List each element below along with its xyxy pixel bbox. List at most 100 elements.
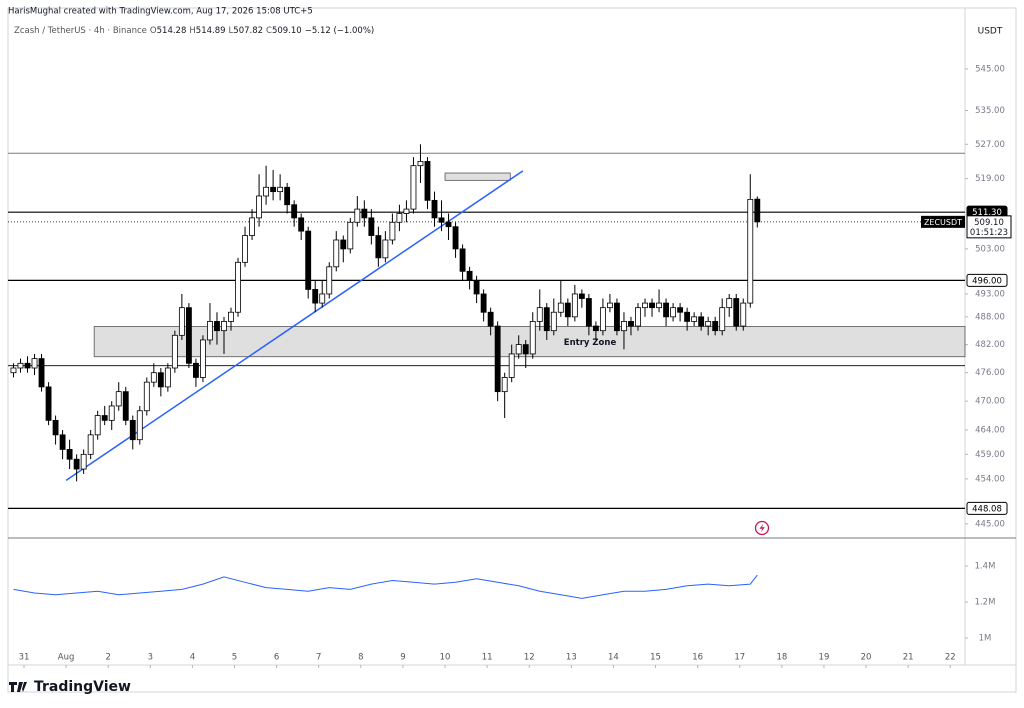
symbol-badge: [921, 215, 965, 228]
x-tick-label: 8: [358, 653, 363, 663]
last-price-badge: [966, 215, 1012, 239]
volume-tick-label: 1.2M: [975, 598, 996, 608]
x-tick-label: 20: [861, 653, 872, 663]
candle-body: [136, 410, 143, 441]
candle-body: [677, 307, 684, 313]
brand: TradingView: [9, 679, 131, 695]
candle-body: [712, 321, 719, 332]
level-badge: [966, 273, 1008, 287]
candle-body: [564, 302, 571, 318]
x-tick-label: 22: [945, 653, 956, 663]
y-tick-label: 454.00: [975, 474, 1005, 484]
x-tick-label: 10: [440, 653, 451, 663]
candle-body: [101, 415, 108, 421]
legend: Zcash / TetherUS · 4h · Binance O514.28 H5…: [14, 26, 374, 36]
candle-body: [214, 321, 220, 332]
frame: [7, 7, 1017, 693]
x-tick-label: 18: [776, 653, 787, 663]
x-tick-label: 12: [524, 653, 535, 663]
level-badge-label: 496.00: [972, 276, 1002, 286]
candle-body: [663, 302, 669, 318]
y-tick-label: 470.00: [975, 397, 1005, 407]
x-tick-label: 5: [232, 653, 237, 663]
candle-body: [24, 362, 31, 369]
legend-key: O: [150, 26, 157, 36]
candle-body: [719, 307, 726, 332]
candle-body: [319, 293, 326, 304]
candle-body: [164, 367, 171, 388]
candle-body: [424, 160, 431, 201]
zone: [93, 326, 966, 358]
candle-body: [150, 372, 157, 383]
y-tick-label: 445.00: [975, 519, 1005, 529]
candle-body: [200, 339, 206, 378]
legend-change: −5.12 (−1.00%): [305, 26, 375, 36]
candle-body: [340, 239, 347, 250]
candle-body: [291, 204, 298, 219]
candle-body: [87, 434, 94, 455]
candle-body: [333, 239, 340, 268]
candle-body: [754, 198, 761, 223]
candle-body: [80, 453, 87, 470]
candle-body: [249, 217, 255, 236]
credit: HarisMughal created with TradingView.com…: [8, 7, 313, 17]
candle-body: [656, 302, 662, 309]
candle-body: [143, 381, 150, 412]
volume-line: [13, 574, 758, 599]
candle-body: [599, 307, 606, 332]
x-tick-label: 16: [692, 653, 703, 663]
candle-body: [515, 344, 522, 355]
level-badge-label: 448.08: [972, 504, 1002, 514]
candle-body: [628, 321, 634, 327]
level-badge-label: 511.30: [972, 208, 1002, 218]
candle-body: [501, 377, 508, 393]
countdown-label: 01:51:23: [970, 228, 1008, 238]
candle-body: [59, 434, 66, 450]
candle-body: [115, 391, 122, 407]
candle-body: [705, 321, 712, 327]
x-tick-label: 15: [650, 653, 661, 663]
candle-body: [66, 449, 73, 460]
x-tick-label: 3: [148, 653, 153, 663]
candle-body: [242, 235, 248, 263]
candle-body: [403, 208, 410, 214]
candle-body: [185, 307, 192, 364]
candle-body: [592, 325, 599, 332]
candle-body: [529, 321, 536, 355]
x-tick-label: 9: [400, 653, 405, 663]
volume-tick-label: 1.4M: [975, 562, 996, 572]
candle-body: [571, 293, 578, 318]
y-tick-label: 476.00: [975, 368, 1005, 378]
candle-body: [45, 386, 52, 421]
candle-body: [221, 321, 227, 332]
x-tick-label: 14: [608, 653, 619, 663]
x-tick-label: 4: [190, 653, 195, 663]
y-tick-label: 464.00: [975, 426, 1005, 436]
candle-body: [52, 419, 59, 436]
candle-body: [614, 302, 620, 332]
candle-body: [178, 307, 185, 336]
x-tick-label: 6: [274, 653, 279, 663]
legend-value: 507.82: [233, 26, 263, 36]
candle-body: [277, 186, 284, 193]
candle-body: [480, 293, 487, 313]
candle-body: [94, 415, 101, 436]
candle-body: [326, 266, 333, 295]
candle-body: [466, 270, 473, 281]
candle-body: [396, 213, 403, 223]
candle-body: [228, 311, 234, 322]
candle-body: [31, 358, 38, 369]
candle-body: [361, 208, 368, 219]
x-tick-label: 2: [105, 653, 110, 663]
candle-body: [445, 221, 452, 228]
candle-body: [431, 199, 438, 219]
y-tick-label: 459.00: [975, 450, 1005, 460]
candle-body: [129, 419, 136, 441]
legend-key: L: [229, 26, 234, 36]
candle-body: [10, 367, 17, 374]
candle-body: [17, 362, 24, 369]
y-tick-label: 519.00: [975, 174, 1005, 184]
candle-body: [312, 289, 319, 304]
lightning-icon: [754, 520, 770, 536]
